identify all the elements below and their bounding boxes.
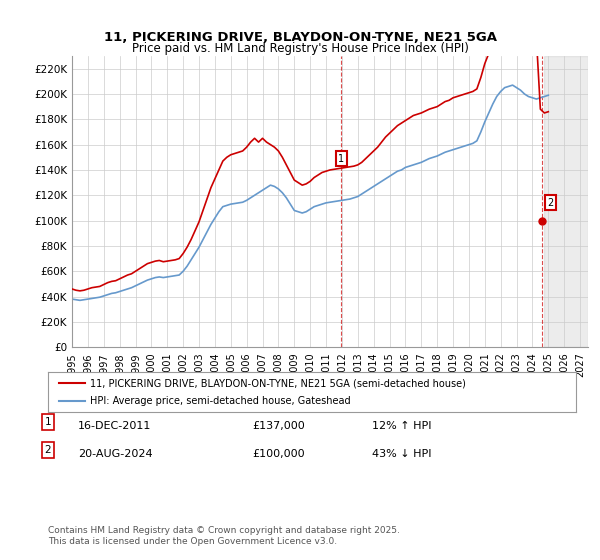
Text: HPI: Average price, semi-detached house, Gateshead: HPI: Average price, semi-detached house,… xyxy=(90,395,351,405)
Text: 43% ↓ HPI: 43% ↓ HPI xyxy=(372,449,431,459)
Text: 20-AUG-2024: 20-AUG-2024 xyxy=(78,449,152,459)
Text: Price paid vs. HM Land Registry's House Price Index (HPI): Price paid vs. HM Land Registry's House … xyxy=(131,42,469,55)
Text: 1: 1 xyxy=(44,417,52,427)
Text: 16-DEC-2011: 16-DEC-2011 xyxy=(78,421,151,431)
Bar xyxy=(544,56,588,347)
Text: Contains HM Land Registry data © Crown copyright and database right 2025.
This d: Contains HM Land Registry data © Crown c… xyxy=(48,526,400,546)
Text: 2: 2 xyxy=(547,198,553,208)
Text: 2: 2 xyxy=(44,445,52,455)
Text: 11, PICKERING DRIVE, BLAYDON-ON-TYNE, NE21 5GA (semi-detached house): 11, PICKERING DRIVE, BLAYDON-ON-TYNE, NE… xyxy=(90,379,466,389)
Text: £137,000: £137,000 xyxy=(252,421,305,431)
Text: 1: 1 xyxy=(338,153,344,164)
Text: 11, PICKERING DRIVE, BLAYDON-ON-TYNE, NE21 5GA: 11, PICKERING DRIVE, BLAYDON-ON-TYNE, NE… xyxy=(104,31,497,44)
Text: £100,000: £100,000 xyxy=(252,449,305,459)
Text: 12% ↑ HPI: 12% ↑ HPI xyxy=(372,421,431,431)
